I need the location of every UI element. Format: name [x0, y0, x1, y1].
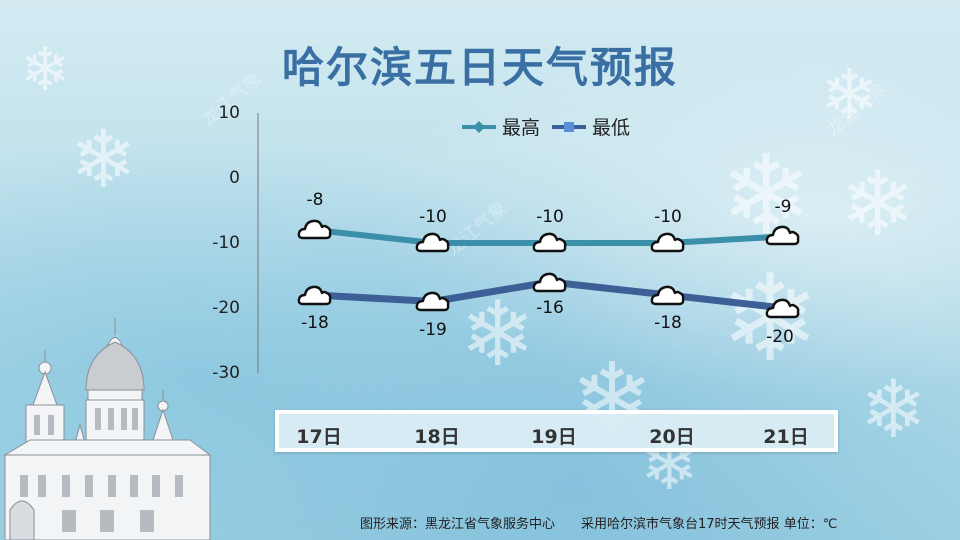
low-data-label: -20 — [766, 327, 794, 347]
high-data-label: -10 — [419, 207, 447, 227]
high-data-label: -10 — [536, 207, 564, 227]
cloud-icon — [650, 285, 685, 306]
legend-item-high: 最高 — [462, 113, 540, 140]
cloud-icon — [765, 225, 800, 246]
y-tick-label: -30 — [212, 363, 240, 383]
low-data-label: -19 — [419, 320, 447, 340]
snowflake-icon: ❄ — [720, 250, 821, 389]
date-axis-bar: 17日 18日 19日 20日 21日 — [275, 410, 838, 452]
church-illustration — [3, 318, 212, 540]
day-label: 19日 — [531, 426, 577, 448]
legend-label: 最高 — [502, 117, 541, 139]
legend-item-low: 最低 — [552, 113, 630, 140]
y-tick-label: 0 — [229, 168, 240, 188]
footer: 图形来源：黑龙江省气象服务中心 采用哈尔滨市气象台17时天气预报 单位：℃ — [360, 513, 837, 532]
cloud-icon — [415, 232, 450, 253]
snowflake-icon: ❄ — [20, 35, 71, 105]
day-label: 21日 — [763, 426, 809, 448]
high-data-label: -10 — [654, 207, 682, 227]
day-label: 18日 — [414, 426, 460, 448]
page-title: 哈尔滨五日天气预报 — [281, 43, 678, 92]
day-label: 20日 — [649, 426, 695, 448]
snowflake-icon: ❄ — [70, 113, 138, 206]
y-tick-label: -10 — [212, 233, 240, 253]
footer-source: 图形来源：黑龙江省气象服务中心 — [360, 517, 556, 532]
low-data-label: -18 — [301, 313, 329, 333]
cloud-icon — [532, 272, 567, 293]
snowflake-icon: ❄ — [840, 152, 916, 257]
low-data-label: -16 — [536, 298, 564, 318]
snowflake-icon: ❄ — [820, 54, 879, 136]
cloud-icon — [650, 232, 685, 253]
cloud-icon — [415, 291, 450, 312]
legend-label: 最低 — [592, 117, 631, 139]
snowflake-icon: ❄ — [720, 131, 813, 259]
y-tick-label: -20 — [212, 298, 240, 318]
cloud-icon — [532, 232, 567, 253]
high-data-label: -8 — [306, 190, 324, 210]
chart-legend: 最高 最低 — [462, 113, 636, 140]
legend-square-marker-icon — [552, 121, 587, 132]
y-tick-label: 10 — [218, 103, 240, 123]
cloud-icon — [297, 219, 332, 240]
snowflake-icon: ❄ — [860, 363, 928, 456]
snowflake-icon: ❄ — [460, 282, 536, 387]
legend-diamond-marker-icon — [462, 120, 496, 133]
footer-note: 采用哈尔滨市气象台17时天气预报 单位：℃ — [581, 517, 838, 532]
high-data-label: -9 — [774, 197, 792, 217]
cloud-icon — [297, 285, 332, 306]
low-data-label: -18 — [654, 313, 682, 333]
day-label: 17日 — [296, 426, 342, 448]
cloud-icon — [765, 298, 800, 319]
